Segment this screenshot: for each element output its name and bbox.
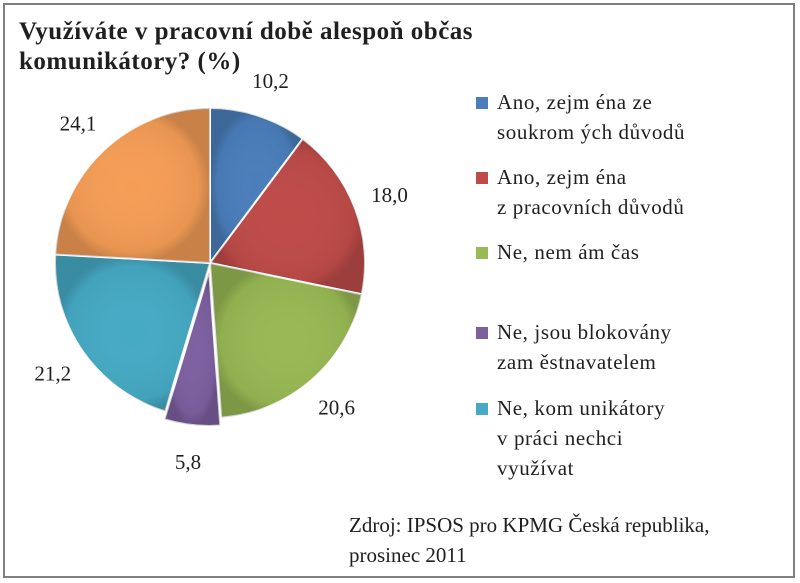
chart-frame: Využíváte v pracovní době alespoň občas … [3,3,795,578]
data-label: 24,1 [60,112,97,136]
slice-nechci-shading [55,254,211,412]
legend-swatch [475,171,489,185]
slice-pracovni-shading [210,138,365,295]
slice-blokovany-shading [164,270,221,426]
data-label: 5,8 [175,450,201,474]
pie-chart: 10,2 18,0 20,6 5,8 21,2 24,1 [34,69,408,474]
data-label: 10,2 [252,69,289,93]
legend-swatch [475,402,489,416]
legend-swatch [475,326,489,340]
legend-swatch [475,96,489,110]
legend-label: Ano, zejm éna ze soukrom ých důvodů [497,90,686,144]
source-note: Zdroj: IPSOS pro KPMG Česká republika, p… [349,513,710,567]
legend-label: Ano, zejm éna z pracovních důvodů [497,165,685,219]
legend-label: Ne, nem ám čas [497,240,640,264]
slice-other-shading [55,108,211,263]
legend-label: Ne, jsou blokovány zam ěstnavatelem [497,320,672,374]
slice-nemam-cas-shading [210,263,362,418]
data-label: 20,6 [318,395,355,419]
legend-swatch [475,246,489,260]
legend-label: Ne, kom unikátory v práci nechci využíva… [497,396,666,480]
chart-title: Využíváte v pracovní době alespoň občas … [19,18,474,75]
data-label: 18,0 [371,183,408,207]
data-label: 21,2 [34,361,71,385]
slice-soukrome-shading [210,108,303,263]
